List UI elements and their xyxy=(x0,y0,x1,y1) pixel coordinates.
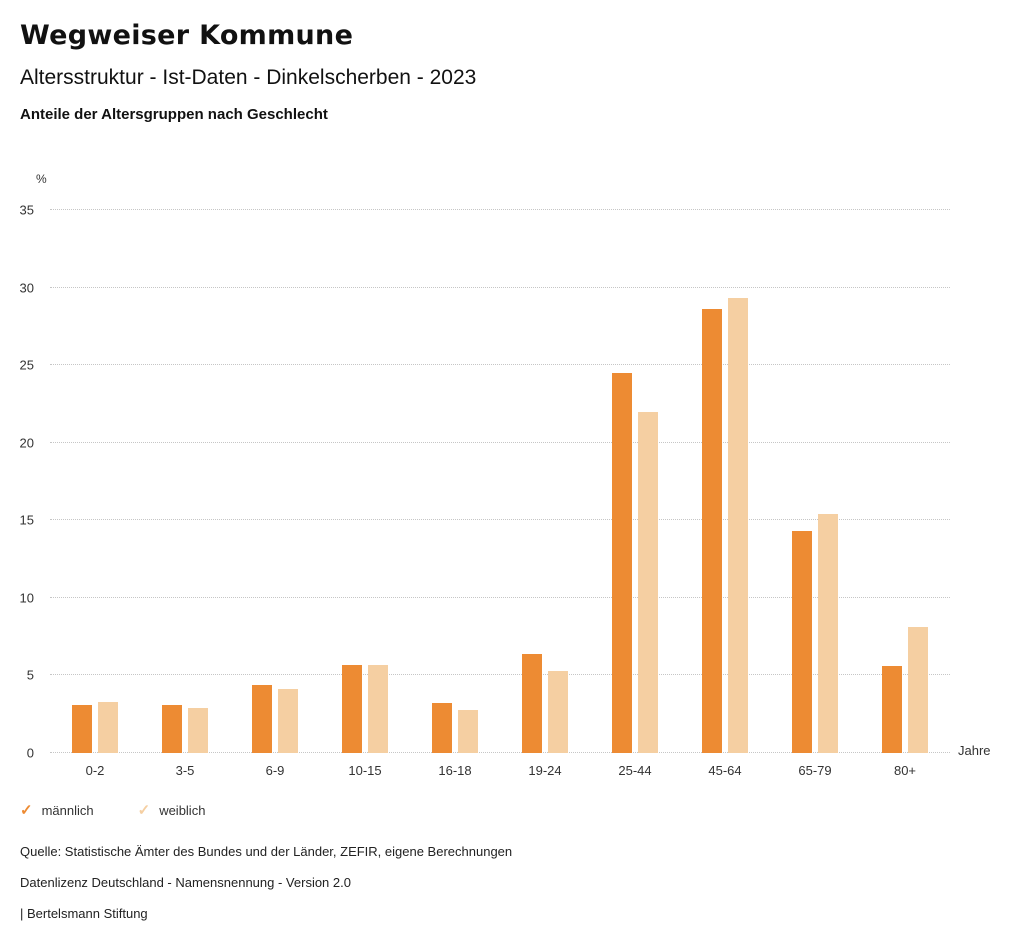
bar-maennlich xyxy=(432,703,452,753)
legend-item-maennlich[interactable]: ✓ männlich xyxy=(20,803,94,818)
bar-group: 19-24 xyxy=(500,210,590,778)
bar-group: 45-64 xyxy=(680,210,770,778)
bar-weiblich xyxy=(548,670,568,753)
bar-weiblich xyxy=(638,411,658,753)
bar-maennlich xyxy=(72,704,92,753)
y-axis-tick: 20 xyxy=(19,435,34,451)
bar-maennlich xyxy=(882,666,902,753)
bar-maennlich xyxy=(162,704,182,753)
y-axis-tick: 35 xyxy=(19,202,34,218)
x-axis-label: 80+ xyxy=(893,763,917,778)
bar-weiblich xyxy=(188,708,208,753)
legend-item-weiblich[interactable]: ✓ weiblich xyxy=(138,803,206,818)
x-axis-label: 0-2 xyxy=(85,763,105,778)
y-axis-tick: 30 xyxy=(19,280,34,296)
gridline xyxy=(50,286,950,288)
bar-weiblich xyxy=(278,689,298,753)
bar-group: 80+ xyxy=(860,210,950,778)
attribution-text: | Bertelsmann Stiftung xyxy=(20,906,148,921)
x-axis-label: 45-64 xyxy=(708,763,742,778)
bar-group: 3-5 xyxy=(140,210,230,778)
bar-maennlich xyxy=(702,309,722,753)
page-title: Wegweiser Kommune xyxy=(20,20,354,51)
bar-weiblich xyxy=(98,701,118,753)
gridline xyxy=(50,209,950,210)
y-axis-tick: 0 xyxy=(26,745,34,761)
x-axis-label: 6-9 xyxy=(265,763,285,778)
bar-group: 16-18 xyxy=(410,210,500,778)
x-axis-label: 25-44 xyxy=(618,763,652,778)
gridline xyxy=(50,752,950,753)
bar-group: 6-9 xyxy=(230,210,320,778)
y-axis-tick: 10 xyxy=(19,590,34,606)
check-icon: ✓ xyxy=(137,802,151,819)
bar-maennlich xyxy=(252,684,272,753)
bar-group: 10-15 xyxy=(320,210,410,778)
bar-maennlich xyxy=(612,372,632,753)
chart-subtitle: Altersstruktur - Ist-Daten - Dinkelscher… xyxy=(20,66,477,89)
bar-group: 25-44 xyxy=(590,210,680,778)
x-axis-label: 19-24 xyxy=(528,763,562,778)
bar-weiblich xyxy=(368,664,388,753)
legend: ✓ männlich ✓ weiblich xyxy=(20,803,205,818)
plot-area: 0-2 3-5 6-9 10-15 16-18 19-24 25-44 45-64 65-79 8… xyxy=(50,209,991,778)
y-axis: 0 5 10 15 20 25 30 35 xyxy=(0,204,34,760)
x-axis-unit-label: Jahre xyxy=(958,743,991,758)
bar-group: 65-79 xyxy=(770,210,860,778)
x-axis-label: 3-5 xyxy=(175,763,195,778)
bar-weiblich xyxy=(818,514,838,753)
gridline xyxy=(50,441,950,443)
y-axis-tick: 5 xyxy=(26,667,34,683)
bar-maennlich xyxy=(792,531,812,753)
y-axis-tick: 25 xyxy=(19,357,34,373)
chart-heading: Anteile der Altersgruppen nach Geschlech… xyxy=(20,106,328,123)
source-text: Quelle: Statistische Ämter des Bundes un… xyxy=(20,844,513,859)
bar-maennlich xyxy=(342,664,362,753)
x-axis-label: 10-15 xyxy=(348,763,382,778)
y-axis-tick: 15 xyxy=(19,512,34,528)
gridline xyxy=(50,364,950,366)
bar-group: 0-2 xyxy=(50,210,140,778)
check-icon: ✓ xyxy=(20,802,33,819)
gridline xyxy=(50,596,950,598)
bar-weiblich xyxy=(728,298,748,753)
y-axis-unit-label: % xyxy=(36,172,47,186)
gridline xyxy=(50,674,950,676)
legend-label: weiblich xyxy=(159,803,206,818)
license-text: Datenlizenz Deutschland - Namensnennung … xyxy=(20,875,351,890)
legend-label: männlich xyxy=(41,803,94,818)
bar-maennlich xyxy=(522,653,542,753)
x-axis-label: 65-79 xyxy=(798,763,832,778)
bar-weiblich xyxy=(908,627,928,753)
x-axis-label: 16-18 xyxy=(438,763,472,778)
bar-weiblich xyxy=(458,709,478,753)
gridline xyxy=(50,519,950,521)
bar-groups: 0-2 3-5 6-9 10-15 16-18 19-24 25-44 45-64 65-79 8… xyxy=(50,210,950,778)
